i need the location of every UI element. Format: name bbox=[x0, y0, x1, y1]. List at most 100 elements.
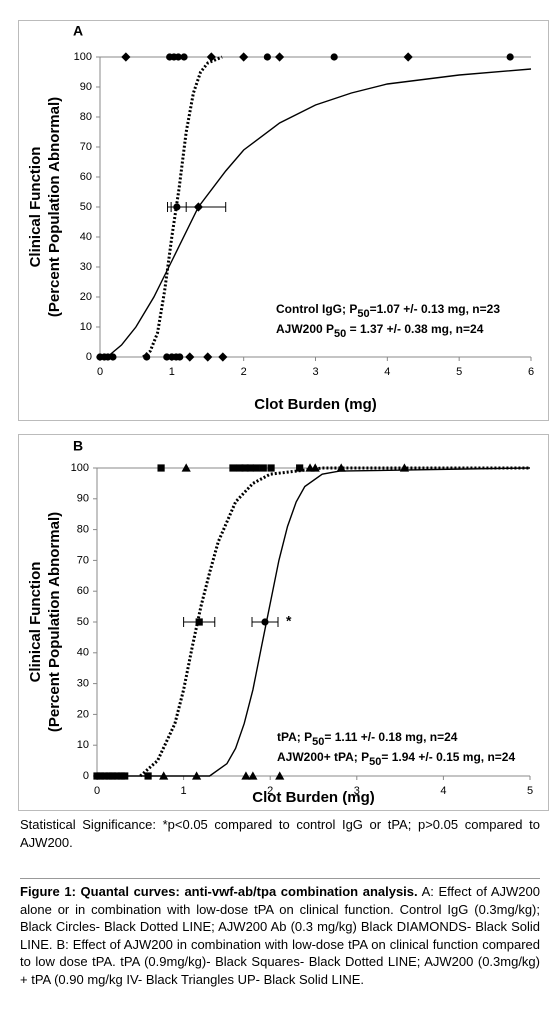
x-tick-label: 6 bbox=[528, 366, 534, 378]
marker bbox=[109, 353, 117, 361]
y-tick-label: 10 bbox=[80, 321, 92, 333]
annotation: tPA; P50= 1.11 +/- 0.18 mg, n=24 bbox=[277, 730, 458, 748]
marker bbox=[203, 352, 213, 362]
fit-curve bbox=[139, 466, 530, 778]
marker bbox=[113, 772, 121, 780]
marker bbox=[108, 772, 117, 780]
y-tick-label: 80 bbox=[80, 111, 92, 123]
y-tick-label: 50 bbox=[77, 616, 89, 628]
x-tick-label: 4 bbox=[440, 785, 446, 797]
y-tick-label: 0 bbox=[83, 770, 89, 782]
x-tick-label: 5 bbox=[527, 785, 533, 797]
fit-curve bbox=[142, 55, 223, 359]
annotation-part: 50 bbox=[357, 308, 369, 320]
marker bbox=[248, 771, 258, 780]
x-tick-label: 0 bbox=[97, 366, 103, 378]
marker bbox=[195, 618, 203, 626]
y-tick-label: 80 bbox=[77, 524, 89, 536]
y-axis-title: (Percent Population Abnormal) bbox=[46, 512, 63, 732]
marker bbox=[252, 464, 260, 472]
y-tick-label: 20 bbox=[80, 291, 92, 303]
marker bbox=[174, 53, 182, 61]
x-tick-label: 2 bbox=[241, 366, 247, 378]
annotation-part: =1.07 +/- 0.13 mg, n=23 bbox=[370, 302, 501, 316]
marker bbox=[403, 52, 413, 62]
marker bbox=[185, 352, 195, 362]
marker bbox=[263, 53, 271, 61]
marker bbox=[143, 353, 151, 361]
panel-label: A bbox=[73, 23, 83, 39]
y-tick-label: 40 bbox=[77, 647, 89, 659]
annotation-part: = 1.94 +/- 0.15 mg, n=24 bbox=[381, 750, 515, 764]
y-tick-label: 40 bbox=[80, 231, 92, 243]
x-tick-label: 3 bbox=[312, 366, 318, 378]
marker bbox=[180, 53, 188, 61]
annotation-part: = 1.37 +/- 0.38 mg, n=24 bbox=[346, 322, 483, 336]
y-tick-label: 60 bbox=[77, 585, 89, 597]
annotation-part: AJW200+ tPA; P bbox=[277, 750, 369, 764]
significance-mark: * bbox=[286, 613, 292, 629]
marker bbox=[241, 464, 249, 472]
marker bbox=[261, 618, 269, 626]
marker bbox=[144, 772, 152, 780]
fit-curve bbox=[97, 467, 531, 777]
marker bbox=[206, 52, 216, 62]
marker bbox=[259, 464, 267, 472]
fit-curve bbox=[106, 68, 532, 358]
y-tick-label: 50 bbox=[80, 201, 92, 213]
marker bbox=[236, 464, 244, 472]
annotation-part: AJW200 P bbox=[276, 322, 334, 336]
significance-note: Statistical Significance: *p<0.05 compar… bbox=[20, 817, 540, 850]
x-axis-title: Clot Burden (mg) bbox=[252, 789, 374, 806]
panel-frame bbox=[18, 434, 549, 811]
marker bbox=[176, 353, 184, 361]
marker bbox=[121, 52, 131, 62]
panel-frame bbox=[18, 20, 549, 421]
y-tick-label: 0 bbox=[86, 351, 92, 363]
marker bbox=[157, 464, 165, 472]
marker bbox=[229, 464, 237, 472]
panel-label: B bbox=[73, 438, 83, 454]
annotation-part: = 1.11 +/- 0.18 mg, n=24 bbox=[324, 730, 457, 744]
marker bbox=[163, 353, 171, 361]
marker bbox=[274, 52, 285, 62]
y-axis-title: Clinical Function bbox=[27, 147, 44, 268]
annotation-part: Control IgG; P bbox=[276, 302, 357, 316]
y-axis-title: Clinical Function bbox=[27, 562, 44, 683]
figure-caption: Figure 1: Quantal curves: anti-vwf-ab/tp… bbox=[20, 878, 540, 988]
x-tick-label: 2 bbox=[267, 785, 273, 797]
annotation: AJW200+ tPA; P50= 1.94 +/- 0.15 mg, n=24 bbox=[277, 750, 515, 768]
annotation: AJW200 P50 = 1.37 +/- 0.38 mg, n=24 bbox=[276, 322, 484, 340]
marker bbox=[181, 463, 191, 472]
marker bbox=[246, 464, 254, 472]
marker bbox=[218, 352, 228, 362]
y-tick-label: 70 bbox=[80, 141, 92, 153]
y-tick-label: 10 bbox=[77, 739, 89, 751]
marker bbox=[239, 52, 249, 62]
marker bbox=[191, 771, 202, 780]
marker bbox=[241, 771, 251, 780]
annotation-part: tPA; P bbox=[277, 730, 312, 744]
y-tick-label: 100 bbox=[74, 51, 92, 63]
x-tick-label: 3 bbox=[354, 785, 360, 797]
marker bbox=[336, 463, 346, 472]
marker bbox=[296, 464, 304, 472]
y-tick-label: 100 bbox=[71, 462, 89, 474]
y-tick-label: 60 bbox=[80, 171, 92, 183]
caption-text: A: Effect of AJW200 alone or in combinat… bbox=[20, 884, 540, 987]
y-tick-label: 30 bbox=[80, 261, 92, 273]
marker bbox=[330, 53, 338, 61]
x-axis-title: Clot Burden (mg) bbox=[254, 396, 376, 413]
annotation-part: 50 bbox=[369, 756, 381, 768]
marker bbox=[96, 772, 105, 780]
y-tick-label: 90 bbox=[77, 493, 89, 505]
x-tick-label: 1 bbox=[169, 366, 175, 378]
marker bbox=[399, 463, 410, 472]
x-tick-label: 4 bbox=[384, 366, 390, 378]
annotation: Control IgG; P50=1.07 +/- 0.13 mg, n=23 bbox=[276, 302, 500, 320]
y-tick-label: 70 bbox=[77, 554, 89, 566]
x-tick-label: 5 bbox=[456, 366, 462, 378]
marker bbox=[506, 53, 514, 61]
